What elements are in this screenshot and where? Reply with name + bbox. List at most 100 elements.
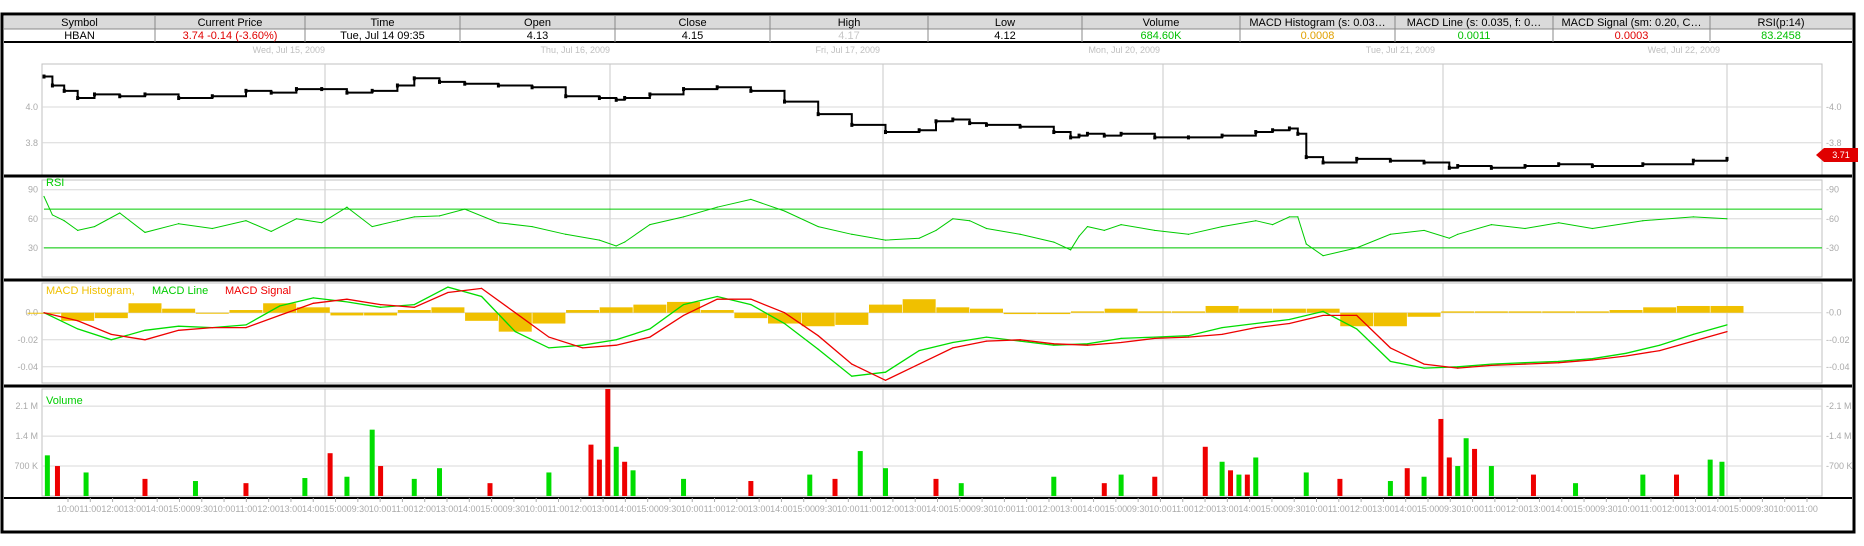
time-tick-label: 11:00 <box>1484 504 1506 514</box>
time-tick-label: 11:00 <box>860 504 882 514</box>
macd-histogram-bar <box>667 301 701 313</box>
macd-signal-series-point <box>682 314 685 317</box>
rsi-series-line-point <box>270 230 272 233</box>
rsi-series-line-point <box>1297 216 1299 218</box>
time-tick-label: 14:00 <box>1707 504 1730 514</box>
macd-signal-series-point <box>1659 349 1661 352</box>
rsi-series-line-point <box>346 206 348 208</box>
date-label-0: Wed, Jul 15, 2009 <box>253 45 325 55</box>
time-tick-label: 10:00 <box>1617 504 1640 514</box>
y-tick-label: 90 <box>28 185 38 195</box>
macd-histogram-bar <box>566 310 600 313</box>
rsi-series-line-point <box>211 227 213 230</box>
time-tick-label: 13:00 <box>748 504 771 514</box>
rsi-series-line-point <box>716 206 718 208</box>
quote-header-11: RSI(p:14) <box>1757 17 1804 29</box>
volume-bar <box>302 478 308 496</box>
volume-bar <box>588 444 594 496</box>
macd-histogram-bar <box>431 307 465 313</box>
price-bar <box>1725 156 1729 161</box>
volume-panel[interactable]: 2.1 M -2.1 M 1.4 M -1.4 M 700 K -700 K Volume <box>14 388 1853 497</box>
volume-bar <box>1488 466 1494 496</box>
rsi-series-line-point <box>1221 225 1223 228</box>
price-line <box>42 74 1729 170</box>
chart-border <box>0 12 1856 534</box>
volume-bar <box>378 466 384 496</box>
volume-bar <box>1674 474 1680 496</box>
quote-header-2: Time <box>370 17 394 29</box>
macd-line-series-point <box>447 286 449 288</box>
time-tick-label: 12:00 <box>1506 504 1529 514</box>
price-bar <box>50 83 54 88</box>
date-label-3: Mon, Jul 20, 2009 <box>1088 45 1160 55</box>
macd-line-series-point <box>548 347 550 349</box>
macd-histogram-bar <box>195 312 229 314</box>
y-tick-label: -0.04 <box>17 362 38 372</box>
rsi-series-line-point <box>969 220 971 222</box>
macd-histogram-bar <box>1609 310 1643 313</box>
time-tick-label: 15:00 <box>1573 504 1596 514</box>
time-tick-label: 13:00 <box>1216 504 1239 514</box>
rsi-series-line-point <box>817 225 819 228</box>
y-tick-label: --0.04 <box>1826 362 1850 372</box>
macd-histogram-bar <box>1508 311 1542 313</box>
time-tick-label: 14:00 <box>302 504 325 514</box>
macd-signal-series-point <box>1591 359 1593 361</box>
rsi-panel[interactable]: 90 -90 60 -60 30 -30 RSI <box>28 177 1839 278</box>
macd-histogram-bar <box>330 312 364 316</box>
time-tick-label: 14:00 <box>146 504 169 514</box>
time-tick-label: 15:00 <box>1417 504 1440 514</box>
quote-value-4: 4.15 <box>682 30 703 42</box>
macd-signal-series-point <box>447 291 449 294</box>
macd-histogram-bar <box>734 312 768 319</box>
quote-value-10: 0.0003 <box>1615 30 1649 42</box>
macd-signal-series-point <box>750 298 752 300</box>
macd-panel[interactable]: 0.0 -0.0-0.02 --0.02-0.04 --0.04 MACD Histo… <box>17 282 1850 384</box>
volume-bar <box>1303 472 1309 496</box>
macd-line-series-point <box>346 301 348 303</box>
volume-bar <box>1707 459 1713 496</box>
time-tick-label: 13:00 <box>1528 504 1551 514</box>
rsi-series-line-point <box>624 241 626 243</box>
macd-line-series-point <box>1692 333 1694 335</box>
price-bar <box>438 79 442 84</box>
time-tick-label: 12:00 <box>1038 504 1061 514</box>
volume-bar <box>1219 461 1225 496</box>
quote-value-1: 3.74 -0.14 (-3.60%) <box>183 30 278 42</box>
time-tick-label: 12:00 <box>1662 504 1685 514</box>
rsi-series-line-point <box>1288 216 1291 218</box>
date-label-5: Wed, Jul 22, 2009 <box>1648 45 1720 55</box>
price-panel[interactable]: 4.0 -4.0 3.8 -3.8 3.71 <box>25 63 1858 176</box>
y-tick-label: -2.1 M <box>1826 401 1852 411</box>
macd-signal-series-point <box>548 336 550 338</box>
time-tick-label: 12:00 <box>101 504 124 514</box>
time-tick-label: 14:00 <box>926 504 949 514</box>
volume-bar <box>1228 470 1234 496</box>
rsi-series-line-point <box>884 239 887 241</box>
price-bar <box>345 90 349 95</box>
volume-bar <box>1455 466 1461 496</box>
rsi-series-line-point <box>615 245 617 247</box>
macd-histogram-label: MACD Histogram, <box>46 285 135 297</box>
rsi-series-line-point <box>565 233 567 235</box>
volume-bar <box>807 474 813 496</box>
y-tick-label: -700 K <box>1826 461 1853 471</box>
time-tick-label: 09:30 <box>1127 504 1150 514</box>
volume-bar <box>1530 474 1536 496</box>
volume-bar <box>1236 474 1242 496</box>
price-bar <box>395 83 399 88</box>
macd-line-series-point <box>110 339 112 341</box>
rsi-series-line-point <box>1070 249 1072 251</box>
time-tick-label: 09:30 <box>1751 504 1774 514</box>
rsi-series-line-point <box>77 229 79 232</box>
macd-histogram-bar <box>801 312 835 327</box>
macd-line-series-point <box>480 295 483 298</box>
y-tick-label: -90 <box>1826 185 1839 195</box>
price-bar <box>648 92 652 97</box>
y-tick-label: 60 <box>28 214 38 224</box>
price-bar <box>1085 131 1089 136</box>
volume-bar <box>1101 483 1107 496</box>
volume-bar <box>613 446 619 496</box>
macd-histogram-bar <box>1272 308 1306 313</box>
macd-line-series-point <box>783 322 786 325</box>
